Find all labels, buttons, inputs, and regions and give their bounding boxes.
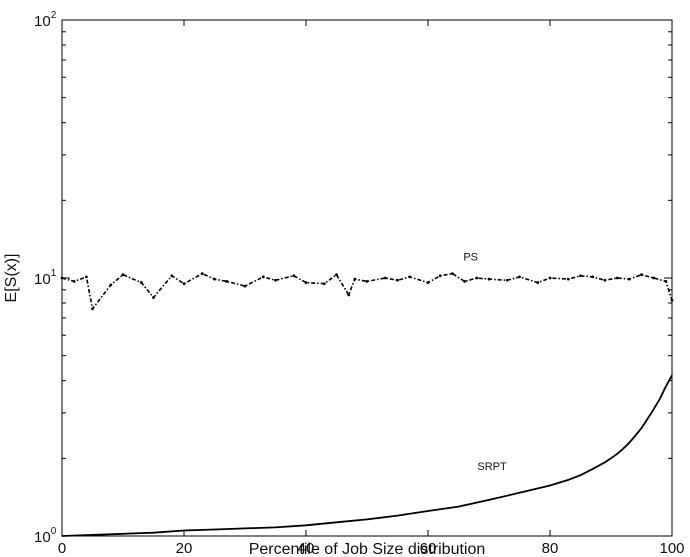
series-point-ps	[139, 281, 143, 284]
tick-marks	[61, 19, 673, 537]
series-point-ps	[487, 277, 491, 281]
annotation-layer: PS SRPT	[463, 251, 507, 473]
y-tick-base: 10	[34, 271, 51, 288]
series-point-ps	[627, 277, 631, 281]
series-point-ps	[463, 280, 466, 283]
series-point-ps	[640, 273, 643, 277]
series-point-ps	[664, 280, 668, 283]
series-point-ps	[91, 307, 94, 311]
series-layer	[60, 272, 674, 537]
x-tick-label: 40	[298, 540, 315, 557]
series-line-ps	[61, 272, 673, 311]
series-point-ps	[353, 277, 357, 281]
series-point-ps	[670, 298, 674, 302]
y-tick-exponent: 0	[51, 526, 57, 537]
series-point-ps	[579, 274, 582, 278]
series-annotation: SRPT	[477, 461, 507, 473]
series-point-ps	[322, 282, 326, 286]
y-tick-base: 10	[34, 529, 51, 546]
y-tick-base: 10	[34, 13, 51, 30]
series-point-ps	[438, 274, 442, 278]
y-tick-label: 102	[34, 10, 57, 30]
series-point-ps	[72, 280, 76, 283]
series-point-ps	[347, 293, 351, 297]
series-point-ps	[200, 272, 204, 276]
x-tick-label: 80	[542, 540, 559, 557]
x-tick-label: 100	[659, 540, 684, 557]
y-tick-exponent: 2	[51, 10, 57, 21]
series-point-ps	[109, 283, 113, 287]
series-point-ps	[170, 274, 174, 278]
series-point-ps	[615, 276, 619, 280]
series-line-srpt	[61, 374, 673, 537]
series-point-ps	[566, 277, 570, 281]
series-point-ps	[182, 282, 186, 286]
series-point-ps	[518, 275, 521, 279]
series-point-ps	[451, 272, 454, 276]
y-tick-exponent: 1	[51, 268, 57, 279]
series-point-ps	[603, 278, 607, 282]
series-point-ps	[274, 278, 277, 282]
series-point-ps	[225, 280, 229, 283]
series-point-ps	[121, 273, 125, 277]
series-point-ps	[426, 281, 430, 284]
series-point-ps	[548, 276, 552, 280]
y-tick-label: 101	[34, 268, 57, 288]
y-axis-label: E[S(x)]	[3, 254, 20, 303]
series-point-ps	[652, 276, 656, 280]
series-point-ps	[60, 276, 64, 280]
series-point-ps	[505, 278, 509, 282]
series-point-ps	[304, 281, 308, 284]
x-tick-label: 0	[58, 540, 66, 557]
series-point-ps	[365, 280, 369, 283]
x-tick-label: 60	[420, 540, 437, 557]
series-point-ps	[292, 274, 296, 278]
series-point-ps	[335, 273, 338, 277]
series-annotation: PS	[463, 251, 478, 263]
series-point-ps	[383, 276, 387, 280]
series-point-ps	[591, 275, 595, 279]
series-point-ps	[243, 284, 247, 288]
series-point-ps	[536, 281, 540, 284]
series-point-ps	[152, 296, 155, 299]
x-tick-label: 20	[176, 540, 193, 557]
series-point-ps	[261, 275, 265, 279]
x-axis-label: Percentile of Job Size distribution	[249, 541, 486, 557]
series-point-ps	[396, 278, 399, 282]
series-point-ps	[213, 277, 216, 281]
series-point-ps	[475, 276, 479, 280]
y-tick-label: 100	[34, 526, 57, 546]
series-point-ps	[408, 275, 412, 279]
plot-frame	[61, 19, 673, 537]
series-point-ps	[85, 275, 88, 279]
